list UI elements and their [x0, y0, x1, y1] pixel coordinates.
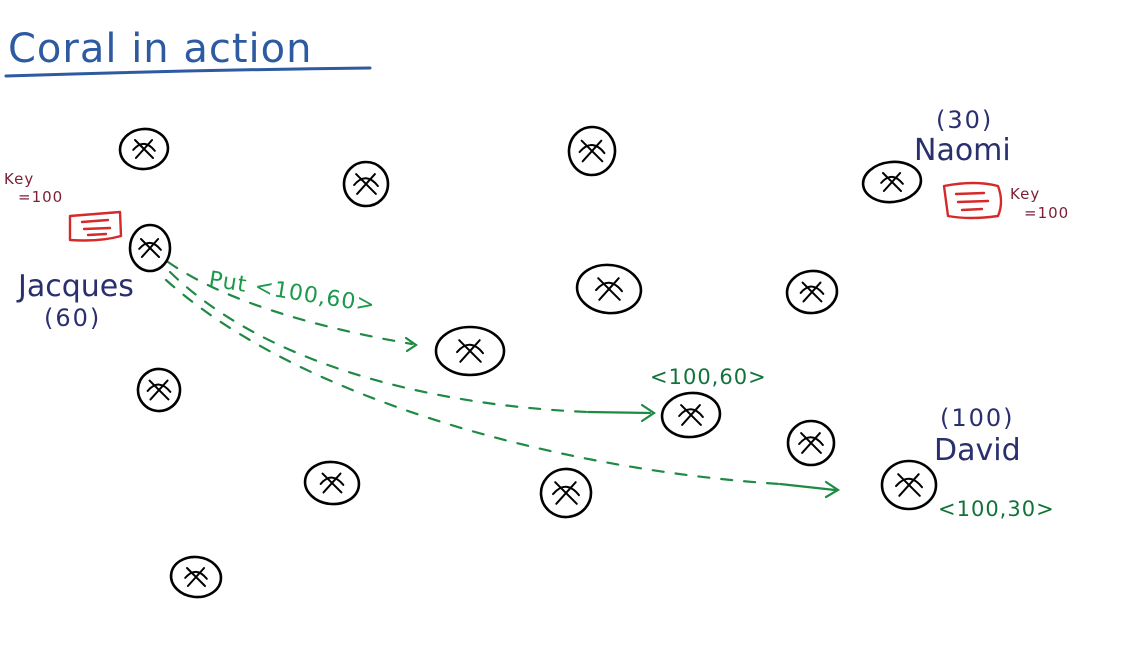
route-put-to-node [166, 260, 414, 346]
naomi-key-document-icon [942, 181, 1003, 220]
route-middle-arrowhead [640, 403, 656, 423]
node-4-ring [575, 263, 643, 315]
node-1 [118, 127, 170, 171]
jacques-value: (60) [44, 304, 101, 332]
title-underline [4, 66, 372, 78]
circled-x-node-icon [552, 481, 580, 505]
node-middle [660, 391, 722, 439]
circled-x-node-icon [353, 173, 379, 195]
node-5-ring [785, 269, 839, 315]
circled-x-node-icon [880, 172, 904, 192]
circled-x-node-icon [146, 379, 172, 401]
david-value: (100) [940, 404, 1015, 432]
node-2 [342, 160, 390, 208]
circled-x-node-icon [678, 404, 704, 426]
route-put-arrowhead [404, 336, 418, 353]
circled-x-node-icon [184, 567, 208, 587]
route-david-arrow-shaft [778, 482, 837, 492]
jacques-name: Jacques [16, 269, 134, 304]
put-message: Put <100,60> [207, 267, 377, 318]
node-jacques-ring [128, 223, 172, 273]
node-10 [539, 467, 593, 519]
node-3-ring [567, 125, 617, 177]
node-6 [434, 325, 506, 377]
node-9 [303, 460, 361, 506]
node-4 [575, 263, 643, 315]
node-david-ring [880, 459, 938, 511]
circled-x-node-icon [456, 339, 484, 363]
circled-x-node-icon [595, 277, 623, 301]
node-1-ring [118, 127, 170, 171]
circled-x-node-icon [799, 281, 825, 303]
node-8 [786, 419, 836, 467]
node-11-ring [169, 555, 223, 599]
naomi-key-label-line1: Key [1010, 185, 1040, 203]
circled-x-node-icon [319, 472, 345, 494]
nodes [118, 125, 938, 599]
jacques-key-label-line1: Key [4, 170, 34, 188]
routes [164, 260, 841, 499]
node-middle-ring [660, 391, 722, 439]
circled-x-node-icon [138, 238, 162, 258]
node-10-ring [539, 467, 593, 519]
node-7-ring [136, 367, 182, 413]
naomi-name: Naomi [914, 133, 1011, 168]
naomi-key-label-line2: =100 [1024, 204, 1069, 222]
node-6-ring [434, 325, 506, 377]
diagram-title: Coral in action [8, 26, 313, 72]
node-5 [785, 269, 839, 315]
jacques-key-document-icon [68, 210, 123, 242]
node-11 [169, 555, 223, 599]
node-david [880, 459, 938, 511]
node-9-ring [303, 460, 361, 506]
david-name: David [934, 433, 1021, 468]
node-8-ring [786, 419, 836, 467]
circled-x-node-icon [798, 432, 824, 454]
route-to-middle-node [168, 270, 590, 414]
node-3 [567, 125, 617, 177]
naomi-value: (30) [936, 106, 993, 134]
node-2-ring [342, 160, 390, 208]
node-naomi-ring [861, 160, 923, 204]
route-middle-arrow-shaft [586, 410, 652, 415]
node-naomi [861, 160, 923, 204]
node-jacques [128, 223, 172, 273]
route-to-david [164, 278, 782, 486]
middle-stored-pair: <100,60> [650, 365, 767, 389]
node-7 [136, 367, 182, 413]
jacques-key-label-line2: =100 [18, 188, 63, 206]
circled-x-node-icon [578, 139, 606, 163]
circled-x-node-icon [132, 139, 156, 159]
david-stored-pair: <100,30> [938, 497, 1055, 521]
circled-x-node-icon [895, 473, 923, 497]
route-david-arrowhead [824, 480, 841, 499]
